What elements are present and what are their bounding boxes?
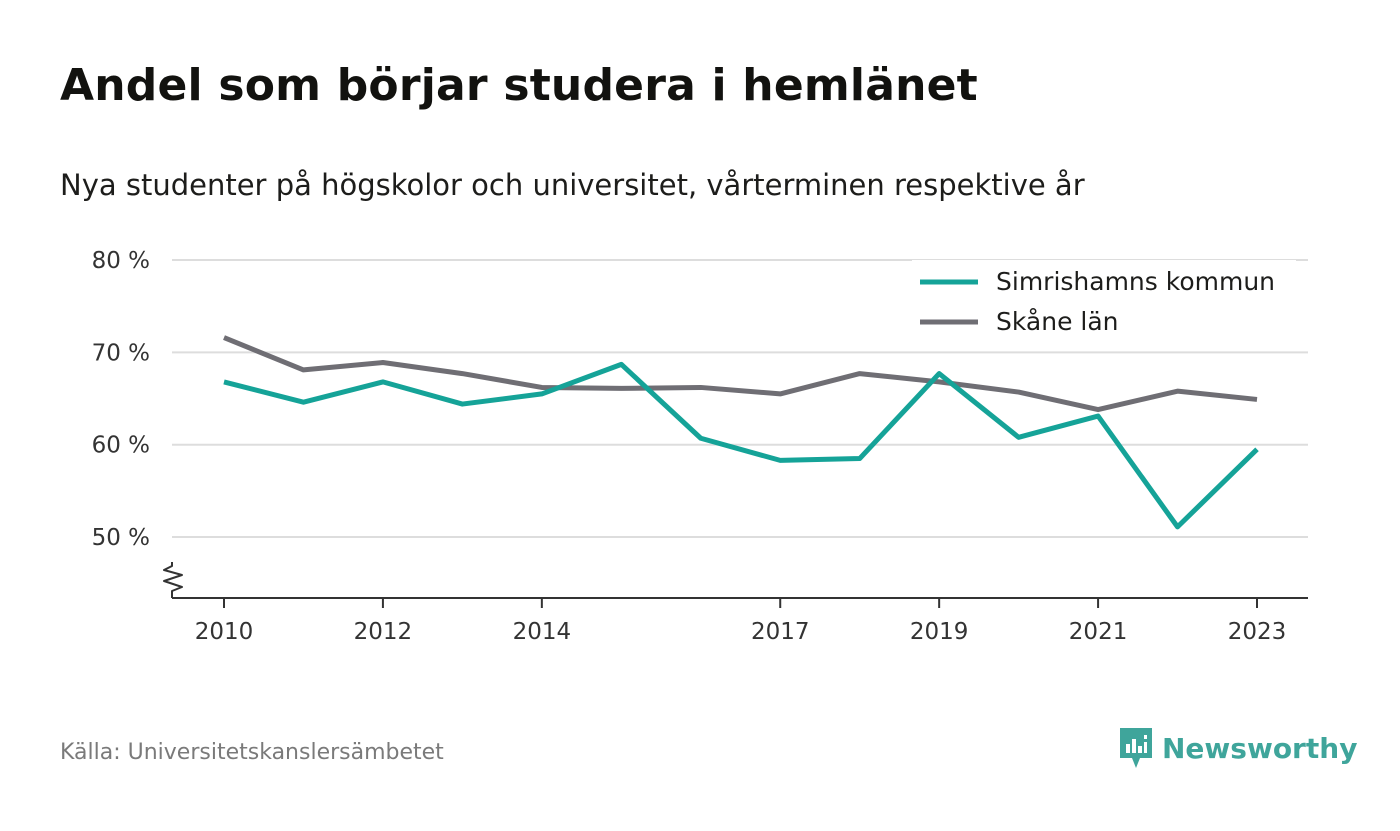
- x-axis: [163, 562, 1308, 599]
- y-tick-label: 70 %: [92, 340, 150, 366]
- brand-logo[interactable]: Newsworthy: [1118, 726, 1357, 770]
- x-tick-label: 2019: [910, 619, 969, 645]
- x-axis-ticks: 2010 2012 2014 2017 2019 2021 2023: [195, 598, 1287, 645]
- series-line-simrishamn: [223, 361, 1259, 530]
- source-note: Källa: Universitetskanslersämbetet: [60, 740, 444, 765]
- x-tick-label: 2010: [195, 619, 254, 645]
- x-tick-label: 2012: [354, 619, 413, 645]
- legend: Simrishamns kommun Skåne län: [912, 260, 1296, 344]
- y-axis-break-icon: [163, 562, 183, 598]
- x-tick-label: 2014: [513, 619, 572, 645]
- x-tick-label: 2023: [1228, 619, 1287, 645]
- newsworthy-logo-icon: [1120, 728, 1152, 768]
- y-tick-label: 50 %: [92, 525, 150, 551]
- chart-subtitle: Nya studenter på högskolor och universit…: [60, 168, 1085, 202]
- legend-label-skane: Skåne län: [996, 307, 1119, 336]
- legend-label-simrishamn: Simrishamns kommun: [996, 267, 1275, 296]
- x-tick-label: 2017: [751, 619, 810, 645]
- y-axis-ticks: 50 % 60 % 70 % 80 %: [92, 248, 150, 551]
- y-tick-label: 80 %: [92, 248, 150, 274]
- chart-title: Andel som börjar studera i hemlänet: [60, 60, 978, 111]
- series-line-skane: [223, 335, 1258, 413]
- series-lines: [223, 335, 1259, 530]
- x-tick-label: 2021: [1069, 619, 1128, 645]
- y-tick-label: 60 %: [92, 433, 150, 459]
- legend-background: [912, 260, 1296, 344]
- brand-name: Newsworthy: [1162, 731, 1358, 765]
